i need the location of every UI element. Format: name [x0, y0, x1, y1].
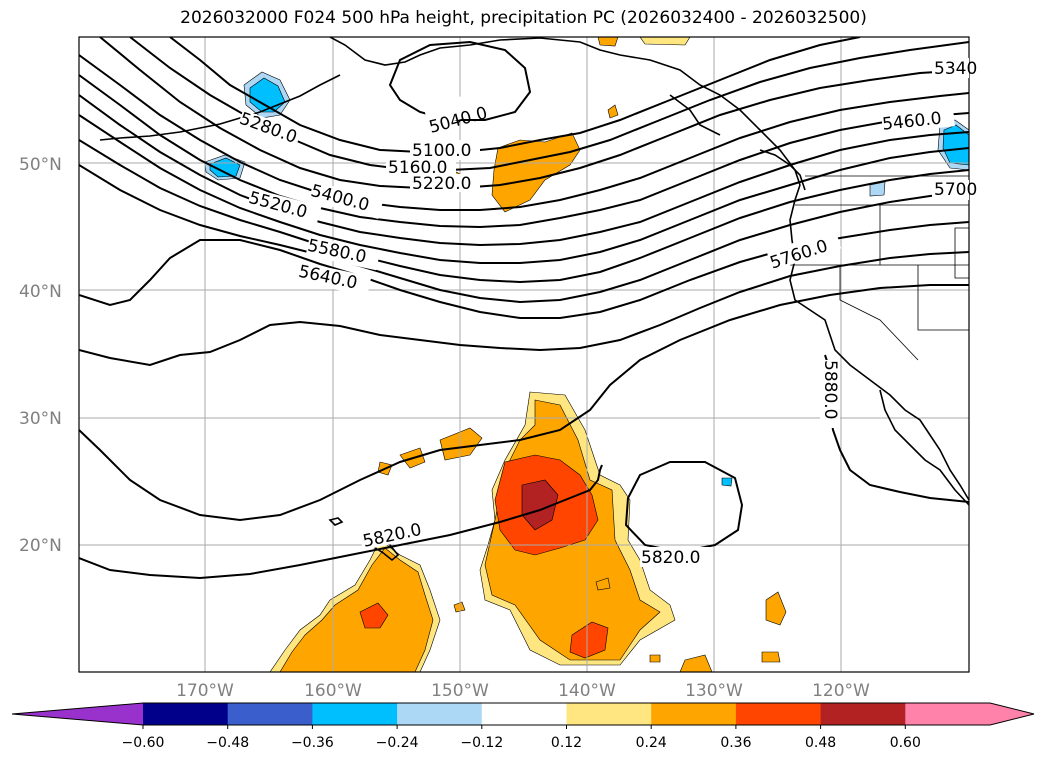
- contour-label-5160: 5160.0: [388, 158, 447, 178]
- neg-area-small-2: [721, 477, 733, 487]
- colorbar-segment: [566, 703, 652, 725]
- colorbar-segment: [397, 703, 483, 725]
- colorbar-tick-label: 0.48: [805, 735, 836, 751]
- precip-area-small-9: [649, 654, 661, 663]
- precip-area-south-heavy: [569, 621, 609, 659]
- colorbar-segment: [735, 703, 822, 725]
- contour-5580: [79, 164, 969, 304]
- longitude-axis: 170°W 160°W 150°W 140°W 130°W 120°W: [176, 681, 870, 701]
- precip-area-top: [597, 37, 619, 47]
- colorbar-tick-label: −0.60: [122, 735, 165, 751]
- contour-label-5700: 5700: [934, 180, 977, 200]
- lat-label-50n: 50°N: [19, 155, 62, 175]
- contour-5220: [99, 37, 969, 189]
- precip-area-small-5: [761, 651, 781, 663]
- coastline-baja-gulf: [879, 389, 969, 506]
- contour-label-5820-east: 5820.0: [641, 548, 700, 568]
- lat-label-40n: 40°N: [19, 282, 62, 302]
- lon-label-120w: 120°W: [812, 681, 870, 701]
- contour-5760: [79, 284, 969, 522]
- border-state-4: [839, 265, 919, 361]
- colorbar-tick-label: 0.60: [890, 735, 921, 751]
- colorbar-segment: [227, 703, 313, 725]
- latitude-axis: 50°N 40°N 30°N 20°N: [19, 155, 62, 556]
- contour-5520: [79, 139, 969, 284]
- precip-area-small-4: [595, 577, 611, 591]
- precip-area-hawaii-west-heavy: [359, 602, 389, 629]
- colorbar-tick-label: 0.12: [551, 735, 582, 751]
- contour-5700: [79, 251, 969, 367]
- colorbar-tick-label: −0.12: [460, 735, 503, 751]
- colorbar-tick-label: −0.48: [206, 735, 249, 751]
- lon-label-160w: 160°W: [304, 681, 362, 701]
- coastline-kauai: [328, 517, 344, 526]
- state-borders: [790, 175, 969, 361]
- colorbar-tick-label: −0.36: [291, 735, 334, 751]
- lon-label-170w: 170°W: [176, 681, 234, 701]
- lat-label-30n: 30°N: [19, 409, 62, 429]
- colorbar-tick-label: 0.24: [636, 735, 667, 751]
- colorbar-extend-min: [12, 703, 143, 725]
- lat-label-20n: 20°N: [19, 536, 62, 556]
- contour-label-5100: 5100.0: [412, 141, 471, 161]
- precip-area-gulf-alaska: [491, 132, 581, 213]
- colorbar-segment: [143, 703, 229, 725]
- colorbar: −0.60 −0.48 −0.36 −0.24 −0.12 0.12 0.24 0.36 0.4…: [11, 702, 1035, 751]
- precip-area-hawaii-west-inner: [279, 547, 434, 672]
- colorbar-segment: [905, 703, 991, 725]
- coastline-gulf-alaska-islands: [669, 94, 721, 136]
- precip-area-east-small: [765, 591, 787, 626]
- precip-area-top-2: [639, 37, 691, 46]
- contour-label-5220: 5220.0: [412, 174, 471, 194]
- lon-label-130w: 130°W: [685, 681, 743, 701]
- contour-5280: [79, 54, 969, 211]
- border-state-6: [954, 227, 969, 279]
- precip-area-small-6: [679, 654, 713, 672]
- coastline-aleutians: [99, 74, 341, 141]
- map-frame: [78, 36, 970, 673]
- colorbar-segment: [651, 703, 737, 725]
- colorbar-segment: [820, 703, 906, 725]
- lon-label-150w: 150°W: [431, 681, 489, 701]
- precipitation-shading: [204, 37, 969, 672]
- contour-5400: [79, 94, 969, 247]
- contour-5820-west: [79, 464, 603, 580]
- map-title: 2026032000 F024 500 hPa height, precipit…: [180, 8, 867, 28]
- contour-5040: [388, 40, 532, 121]
- contour-label-5880: 5880.0: [820, 360, 840, 419]
- colorbar-segment: [481, 703, 567, 725]
- colorbar-tick-label: −0.24: [376, 735, 419, 751]
- contour-5820-closed: [624, 461, 744, 554]
- colorbar-extend-max: [990, 703, 1034, 725]
- lon-label-140w: 140°W: [558, 681, 616, 701]
- precip-area-small-8: [607, 104, 619, 119]
- contour-label-5340: 5340: [934, 59, 977, 79]
- contour-5460: [79, 114, 969, 264]
- contour-5340: [79, 74, 969, 229]
- coastline-alaska: [329, 37, 801, 186]
- colorbar-tick-label: 0.36: [720, 735, 751, 751]
- neg-area-bc-coast-inner: [942, 124, 969, 166]
- colorbar-segment: [312, 703, 398, 725]
- neg-area-aleutian-1-inner: [249, 77, 286, 113]
